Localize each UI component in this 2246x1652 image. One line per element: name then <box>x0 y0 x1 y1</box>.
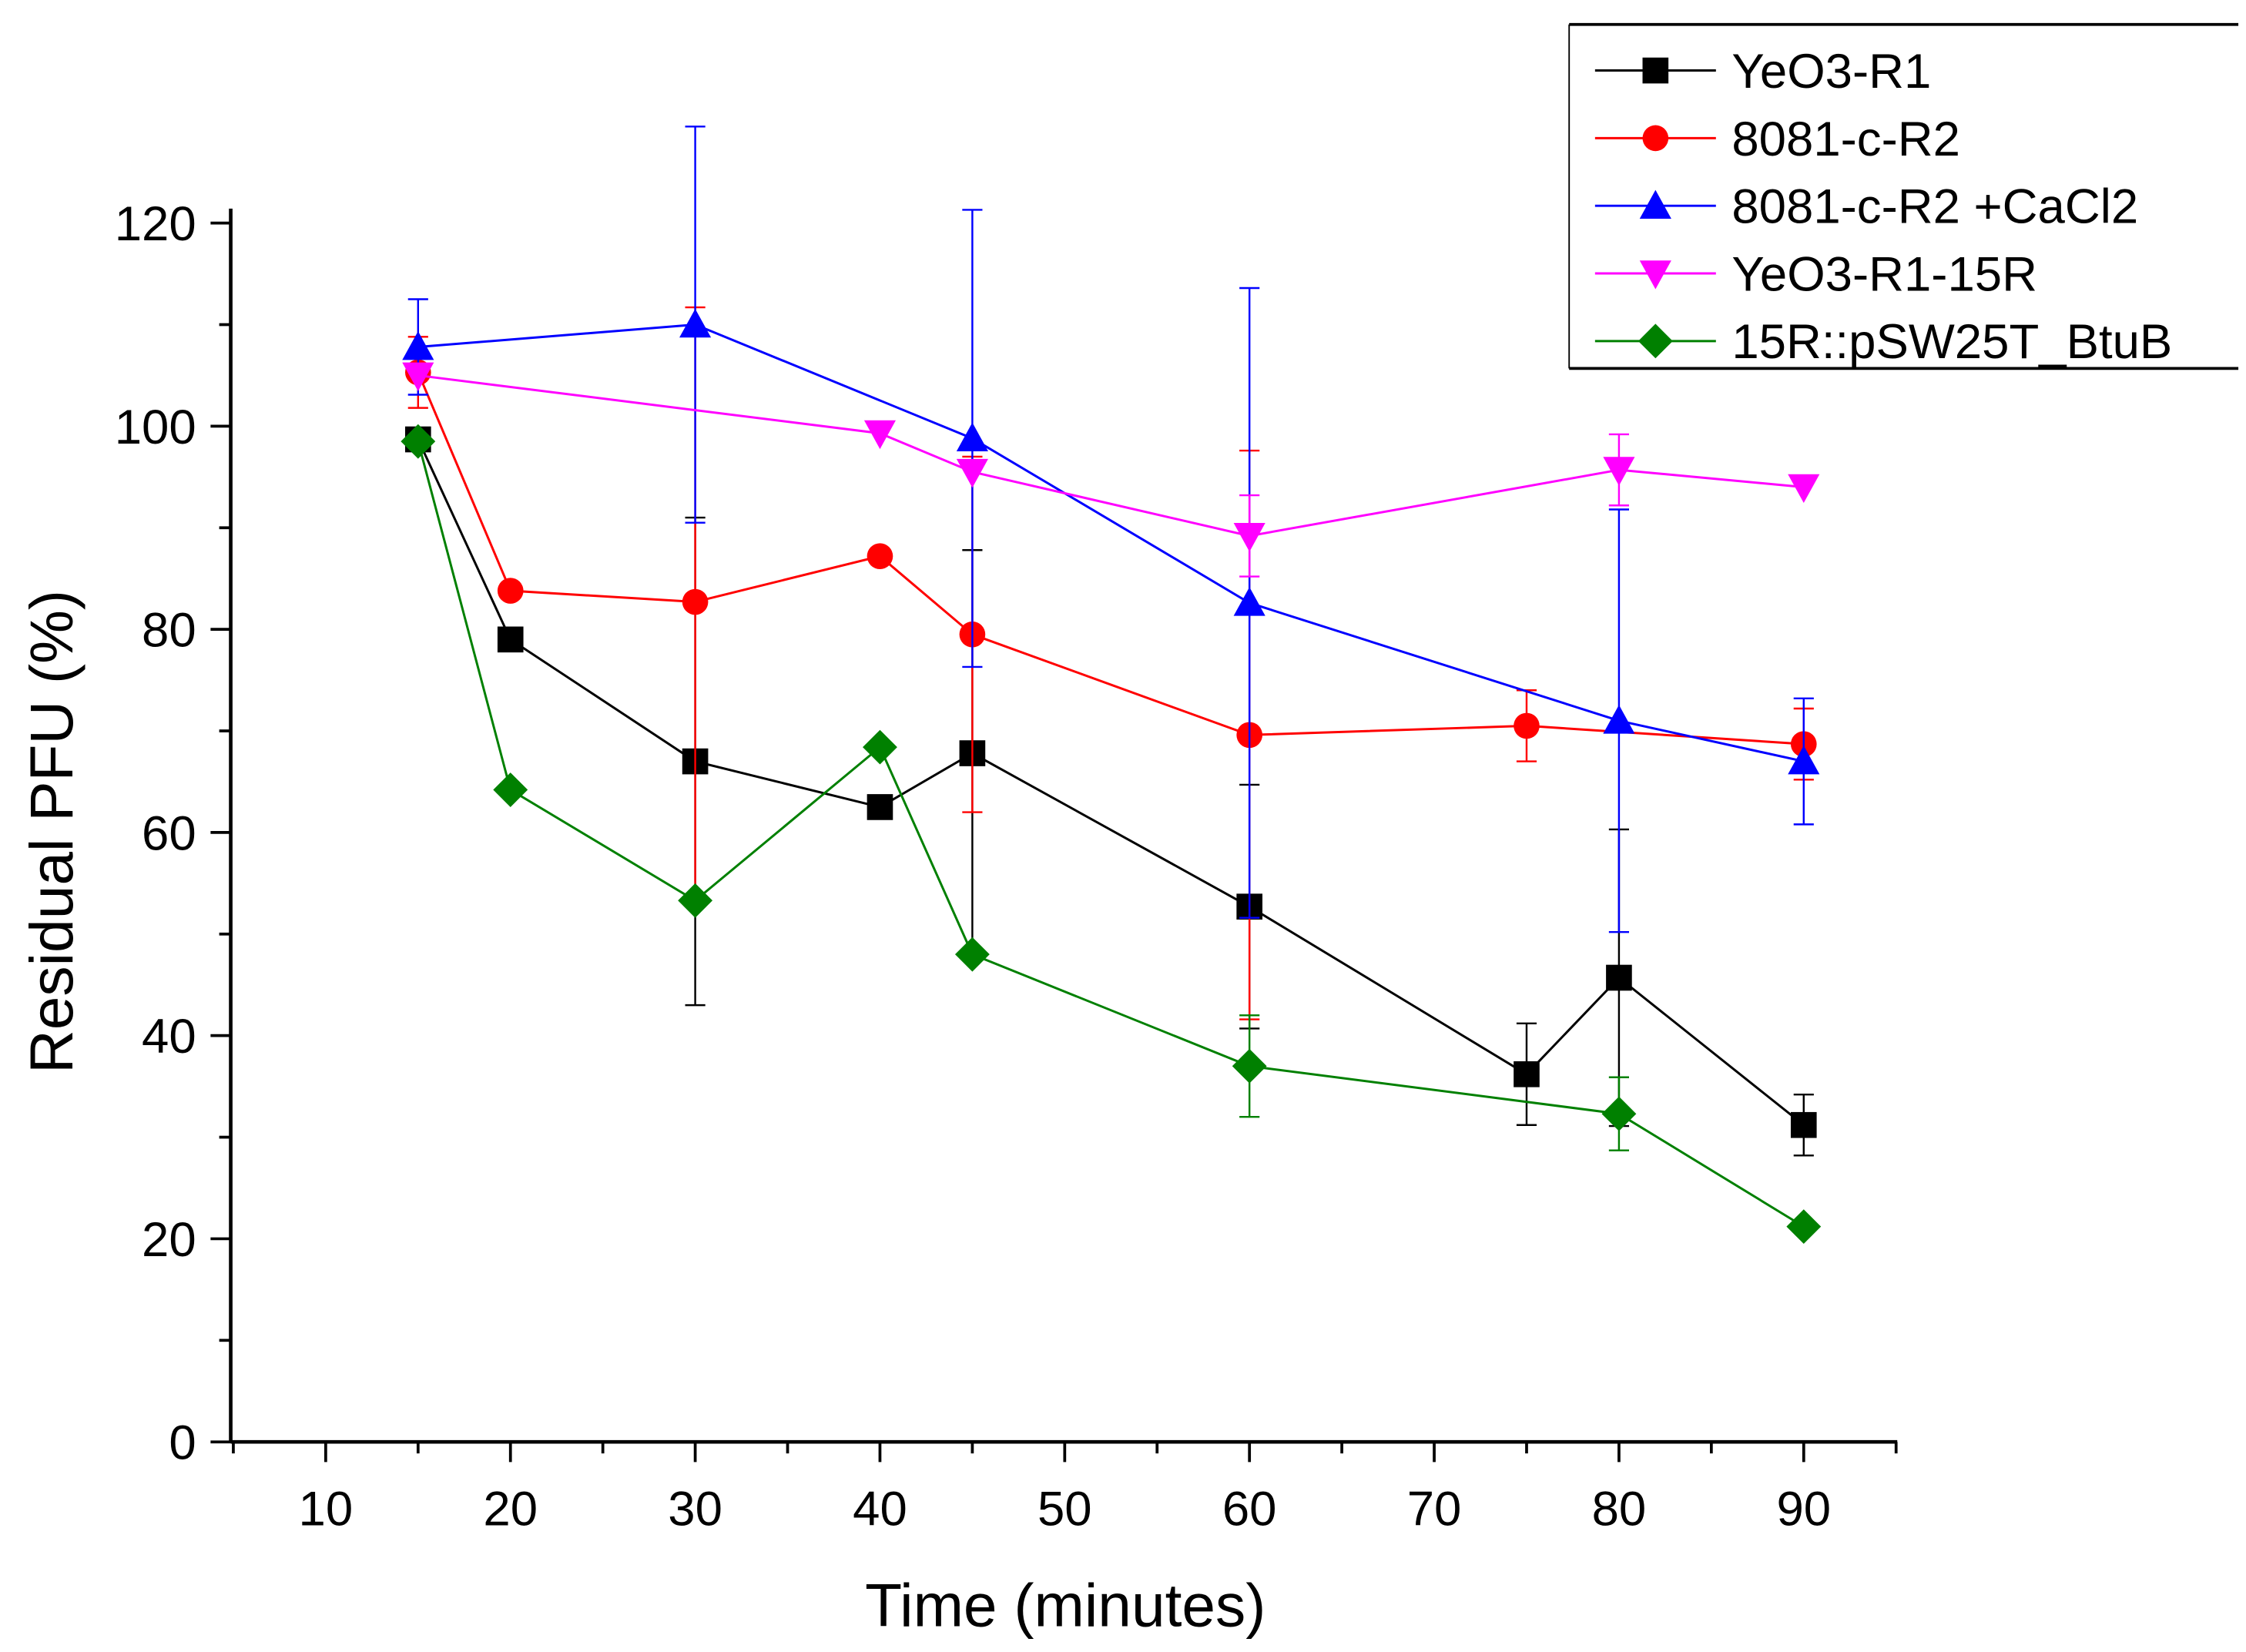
y-tick-label: 0 <box>169 1416 196 1470</box>
legend-item: YeO3-R1-15R <box>1594 246 2037 301</box>
y-tick-label: 20 <box>142 1212 196 1267</box>
marker-square <box>1642 57 1669 84</box>
series-line <box>417 371 1804 746</box>
marker-square <box>1514 1061 1540 1087</box>
marker-diamond <box>1232 1048 1267 1084</box>
marker-triangle-down <box>1233 522 1265 552</box>
marker-square <box>867 794 893 820</box>
legend-item: 15R::pSW25T_BtuB <box>1594 314 2172 369</box>
y-tick-label: 100 <box>115 400 196 454</box>
series-15r-psw25t-btub <box>401 424 1822 1245</box>
marker-diamond <box>863 729 897 765</box>
marker-circle <box>1642 125 1669 152</box>
series-yeo3-r1 <box>404 426 1817 1157</box>
marker-triangle-down <box>956 458 988 488</box>
marker-circle <box>497 578 524 604</box>
marker-diamond <box>1638 323 1673 359</box>
marker-triangle-down <box>1788 474 1820 504</box>
x-tick-label: 60 <box>1222 1482 1277 1536</box>
x-tick-label: 70 <box>1407 1482 1462 1536</box>
legend-label: YeO3-R1 <box>1731 44 1931 99</box>
series-line <box>417 441 1805 1228</box>
series-line <box>417 374 1804 538</box>
marker-diamond <box>493 772 528 807</box>
y-tick-label: 120 <box>115 196 196 251</box>
x-tick-label: 80 <box>1592 1482 1647 1536</box>
legend-label: 8081-c-R2 +CaCl2 <box>1731 179 2138 234</box>
marker-diamond <box>401 424 436 459</box>
marker-square <box>1790 1111 1817 1138</box>
series-line <box>417 438 1805 1126</box>
marker-circle <box>867 543 893 570</box>
marker-square <box>497 626 524 653</box>
marker-circle <box>682 588 709 615</box>
marker-diamond <box>1601 1096 1637 1131</box>
legend-label: 15R::pSW25T_BtuB <box>1731 314 2172 369</box>
legend-item: 8081-c-R2 +CaCl2 <box>1594 179 2138 234</box>
marker-diamond <box>678 883 713 918</box>
x-axis-label: Time (minutes) <box>865 1571 1265 1639</box>
series-8081-c-r2 <box>404 306 1817 1020</box>
marker-triangle-down <box>1639 260 1671 290</box>
marker-triangle-down <box>1603 457 1635 486</box>
marker-circle <box>1514 712 1540 739</box>
series-8081-c-r2-cacl2 <box>402 126 1820 933</box>
legend: YeO3-R1 8081-c-R2 8081-c-R2 +CaCl2 YeO3-R1-… <box>1568 22 2239 370</box>
marker-triangle-up <box>1603 705 1635 734</box>
x-tick-label: 20 <box>483 1482 538 1536</box>
legend-item: 8081-c-R2 <box>1594 112 1960 166</box>
marker-triangle-up <box>679 308 712 338</box>
marker-diamond <box>1786 1209 1822 1245</box>
legend-label: YeO3-R1-15R <box>1731 246 2037 301</box>
series-line <box>417 323 1805 763</box>
x-tick-label: 40 <box>853 1482 907 1536</box>
marker-triangle-up <box>1639 189 1671 219</box>
x-tick-label: 90 <box>1776 1482 1831 1536</box>
marker-triangle-up <box>956 422 988 452</box>
marker-square <box>1606 964 1632 991</box>
y-tick-label: 40 <box>142 1009 196 1064</box>
y-axis-label: Residual PFU (%) <box>18 590 85 1074</box>
marker-triangle-up <box>402 330 434 360</box>
marker-triangle-down <box>863 420 897 450</box>
legend-label: 8081-c-R2 <box>1731 112 1960 166</box>
y-tick-label: 80 <box>142 603 196 658</box>
x-tick-label: 10 <box>299 1482 354 1536</box>
legend-item: YeO3-R1 <box>1594 44 1931 99</box>
x-tick-label: 50 <box>1038 1482 1092 1536</box>
marker-diamond <box>954 937 990 972</box>
y-tick-label: 60 <box>142 806 196 860</box>
x-tick-label: 30 <box>668 1482 722 1536</box>
marker-triangle-down <box>402 362 434 391</box>
marker-triangle-up <box>1788 746 1820 775</box>
series-yeo3-r1-15r <box>402 362 1820 578</box>
marker-triangle-up <box>1233 587 1265 616</box>
